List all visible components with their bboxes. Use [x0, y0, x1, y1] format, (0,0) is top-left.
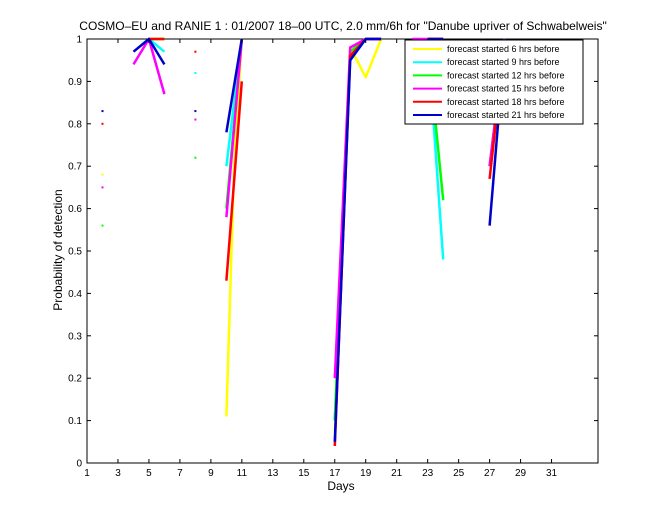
x-tick-label: 29: [515, 468, 527, 479]
y-tick-label: 1: [76, 35, 82, 46]
x-tick-label: 7: [177, 468, 183, 479]
x-tick-label: 21: [391, 468, 403, 479]
series-line: [225, 81, 244, 281]
y-tick-label: 0.9: [68, 77, 82, 88]
x-tick-label: 25: [453, 468, 465, 479]
legend-entry: forecast started 9 hrs before: [447, 57, 560, 67]
x-tick-label: 3: [115, 468, 121, 479]
y-tick-label: 0.4: [68, 289, 82, 300]
legend: forecast started 6 hrs before forecast st…: [404, 39, 584, 125]
y-tick-label: 0.2: [68, 374, 82, 385]
legend-entry: forecast started 21 hrs before: [447, 110, 565, 120]
x-tick-label: 17: [329, 468, 341, 479]
series-line: [225, 38, 244, 218]
x-tick-label: 1: [84, 468, 90, 479]
legend-entry: forecast started 12 hrs before: [447, 70, 565, 80]
y-tick-label: 0.6: [68, 204, 82, 215]
y-tick-label: 0.3: [68, 331, 82, 342]
x-tick-label: 31: [546, 468, 558, 479]
y-tick-label: 0.7: [68, 162, 82, 173]
y-tick-label: 0: [76, 459, 82, 470]
x-tick-label: 23: [422, 468, 434, 479]
x-tick-label: 11: [237, 468, 248, 479]
x-tick-label: 19: [360, 468, 372, 479]
series-line: [225, 38, 244, 133]
y-tick-label: 0.8: [68, 119, 82, 130]
x-axis-label: Days: [327, 479, 354, 493]
x-tick-label: 15: [298, 468, 310, 479]
legend-entry: forecast started 6 hrs before: [447, 44, 560, 54]
x-tick-label: 27: [484, 468, 496, 479]
x-tick-label: 9: [208, 468, 214, 479]
legend-entry: forecast started 15 hrs before: [447, 84, 565, 94]
y-tick-label: 0.5: [68, 247, 82, 258]
legend-box: [404, 39, 584, 125]
legend-entry: forecast started 18 hrs before: [447, 97, 565, 107]
x-tick-label: 13: [267, 468, 279, 479]
x-tick-label: 5: [146, 468, 152, 479]
chart-title: COSMO–EU and RANIE 1 : 01/2007 18–00 UTC…: [79, 19, 606, 33]
series-line: [333, 37, 382, 442]
y-tick-label: 0.1: [68, 416, 82, 427]
y-axis-label: Probability of detection: [51, 189, 65, 310]
